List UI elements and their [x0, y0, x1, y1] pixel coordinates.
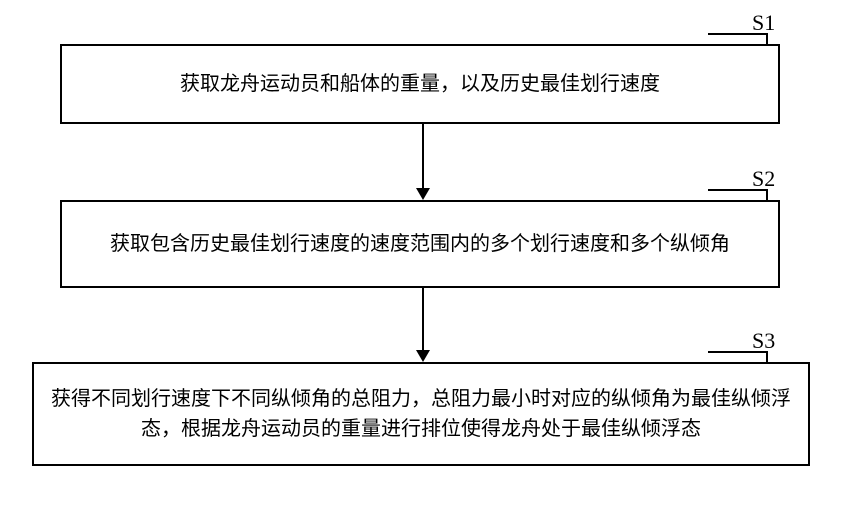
step-text-s3: 获得不同划行速度下不同纵倾角的总阻力，总阻力最小时对应的纵倾角为最佳纵倾浮态，根… — [50, 384, 792, 444]
arrow-line-2 — [422, 288, 424, 350]
step-text-s2: 获取包含历史最佳划行速度的速度范围内的多个划行速度和多个纵倾角 — [110, 229, 730, 259]
arrow-line-1 — [422, 124, 424, 188]
step-box-s1: 获取龙舟运动员和船体的重量，以及历史最佳划行速度 — [60, 44, 780, 124]
step-text-s1: 获取龙舟运动员和船体的重量，以及历史最佳划行速度 — [180, 69, 660, 99]
step-box-s3: 获得不同划行速度下不同纵倾角的总阻力，总阻力最小时对应的纵倾角为最佳纵倾浮态，根… — [32, 362, 810, 466]
arrow-head-2 — [416, 350, 430, 362]
arrow-head-1 — [416, 188, 430, 200]
step-box-s2: 获取包含历史最佳划行速度的速度范围内的多个划行速度和多个纵倾角 — [60, 200, 780, 288]
